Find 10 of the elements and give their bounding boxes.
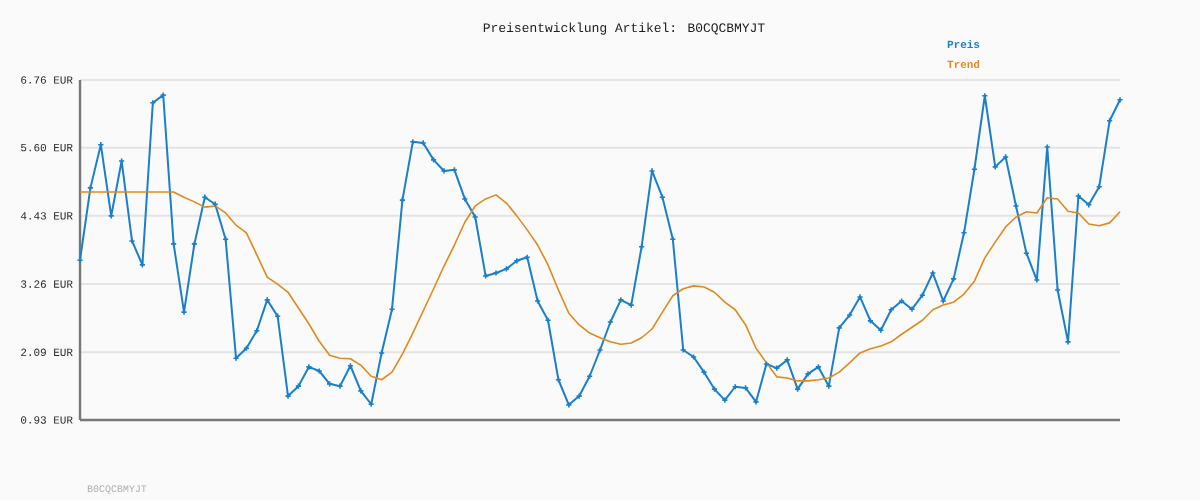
y-tick-label: 6.76 EUR: [21, 76, 73, 84]
y-tick-label: 4.43 EUR: [20, 212, 73, 220]
y-tick-label: 5.60 EUR: [21, 144, 73, 152]
text: B0CQCBMYJT: [87, 485, 147, 495]
text: Trend: [947, 60, 980, 69]
y-tick-label: 3.26 EUR: [21, 280, 73, 289]
chart-title: Preisentwicklung Artikel: B0CQCBMYJT: [483, 22, 765, 35]
y-tick-label: 0.93 EUR: [21, 416, 73, 424]
y-tick-label: 2.09 EUR: [21, 348, 73, 357]
text: Preis: [947, 40, 980, 49]
